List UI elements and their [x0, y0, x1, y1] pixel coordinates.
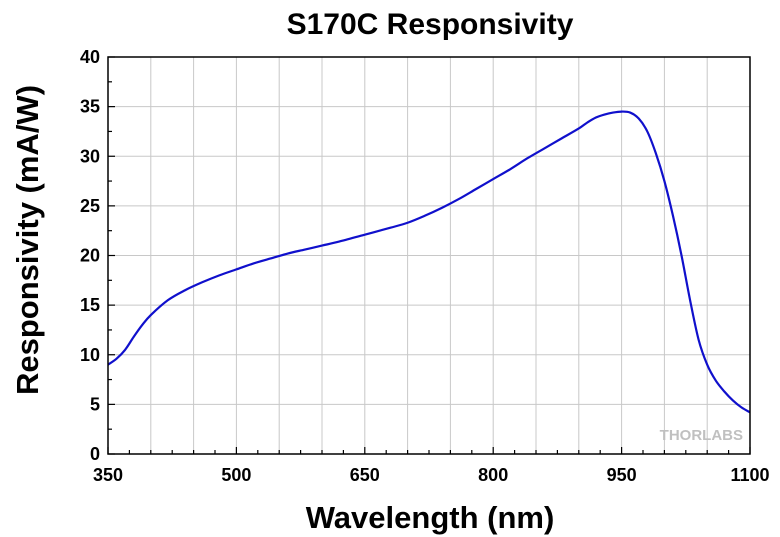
- y-tick-label: 40: [80, 47, 100, 67]
- y-axis-label: Responsivity (mA/W): [10, 85, 45, 395]
- y-tick-label: 0: [90, 444, 100, 464]
- plot-frame: [107, 56, 751, 455]
- y-tick-label: 15: [80, 295, 100, 315]
- y-tick-label: 25: [80, 196, 100, 216]
- chart-title: S170C Responsivity: [287, 8, 574, 41]
- x-tick-label: 1100: [730, 465, 769, 485]
- grid-lines: [108, 57, 750, 454]
- x-tick-label: 800: [478, 465, 508, 485]
- x-tick-label: 650: [350, 465, 380, 485]
- x-tick-label: 350: [93, 465, 123, 485]
- responsivity-series-line: [107, 110, 751, 414]
- y-tick-label: 10: [80, 345, 100, 365]
- y-tick-label: 5: [90, 394, 100, 414]
- y-tick-label: 30: [80, 146, 100, 166]
- x-axis-label: Wavelength (nm): [306, 500, 555, 535]
- y-tick-label: 20: [80, 246, 100, 266]
- thorlabs-watermark: THORLABS: [660, 427, 743, 444]
- y-tick-label: 35: [80, 97, 100, 117]
- x-tick-label: 500: [221, 465, 251, 485]
- x-tick-labels: 350 500 650 800 950 1100: [93, 465, 770, 485]
- x-tick-label: 950: [607, 465, 637, 485]
- y-tick-labels: 0 5 10 15 20 25 30 35 40: [80, 47, 100, 464]
